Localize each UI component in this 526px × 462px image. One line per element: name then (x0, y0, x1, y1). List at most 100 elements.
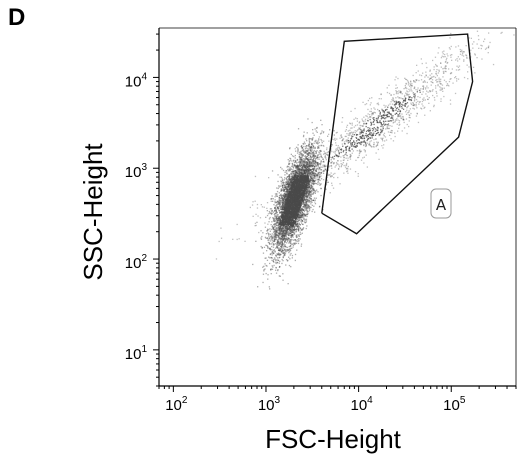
data-point (308, 181, 310, 183)
data-point (306, 199, 309, 201)
data-point (304, 172, 306, 174)
data-point (305, 166, 307, 168)
data-point (260, 245, 262, 248)
data-point (284, 216, 286, 218)
data-point (317, 163, 319, 165)
data-point (300, 158, 302, 160)
data-point (295, 239, 297, 241)
data-point (297, 215, 300, 217)
data-point (300, 164, 303, 166)
data-point (296, 210, 298, 212)
data-point (282, 208, 284, 210)
data-point (298, 167, 300, 169)
data-point (300, 171, 302, 173)
data-point (274, 201, 277, 203)
data-point (317, 142, 319, 144)
data-point (288, 189, 290, 191)
data-point (276, 259, 278, 261)
data-point (313, 154, 315, 156)
data-point (288, 205, 290, 207)
data-point (288, 227, 290, 229)
data-point (291, 177, 293, 179)
data-point (282, 273, 284, 275)
data-point (282, 227, 285, 230)
data-point (284, 230, 286, 232)
data-point (268, 242, 270, 244)
data-point (297, 218, 299, 220)
data-point (284, 232, 287, 234)
data-point (297, 172, 299, 174)
data-point (292, 167, 295, 169)
data-point (308, 181, 310, 183)
data-point (286, 231, 288, 234)
data-point (298, 167, 300, 169)
data-point (282, 235, 284, 237)
data-point (263, 269, 265, 271)
data-point (273, 223, 276, 225)
data-point (269, 230, 271, 232)
data-point (277, 200, 279, 203)
data-point (306, 196, 308, 198)
data-point (285, 222, 287, 224)
data-point (291, 243, 293, 245)
data-point (297, 166, 299, 168)
data-point (283, 243, 285, 245)
data-point (296, 167, 298, 169)
data-point (299, 211, 302, 213)
data-point (294, 183, 297, 185)
data-point (282, 205, 284, 207)
data-point (306, 188, 308, 190)
data-point (300, 181, 302, 183)
data-point (286, 220, 288, 223)
data-point (320, 153, 322, 155)
data-point (305, 202, 307, 204)
data-point (300, 215, 302, 217)
data-point (290, 181, 292, 184)
data-point (285, 201, 287, 203)
data-point (295, 225, 297, 227)
data-point (294, 181, 296, 183)
data-point (269, 233, 272, 235)
data-point (278, 207, 280, 210)
data-point (297, 197, 299, 199)
data-point (281, 251, 283, 253)
data-point (292, 189, 295, 191)
data-point (277, 202, 280, 204)
data-point (276, 242, 278, 245)
data-point (274, 230, 277, 232)
data-point (279, 227, 282, 230)
data-point (304, 171, 306, 174)
data-point (317, 140, 319, 142)
data-point (309, 146, 311, 148)
data-point (305, 170, 307, 172)
data-point (304, 193, 306, 195)
data-point (294, 243, 296, 245)
data-point (272, 200, 274, 202)
data-point (297, 148, 299, 150)
data-point (279, 226, 281, 228)
data-point (297, 187, 299, 189)
data-point (292, 228, 294, 231)
data-point (271, 259, 273, 261)
data-point (303, 172, 306, 175)
data-point (267, 232, 269, 234)
data-point (291, 214, 294, 217)
data-point (280, 246, 282, 248)
data-point (285, 232, 287, 234)
data-point (302, 164, 304, 166)
data-point (280, 241, 282, 243)
data-point (263, 246, 266, 248)
data-point (286, 229, 288, 231)
data-point (286, 238, 288, 240)
data-point (290, 234, 292, 237)
data-point (275, 209, 277, 211)
data-point (289, 207, 291, 209)
data-point (291, 179, 294, 181)
data-point (276, 234, 278, 236)
data-point (301, 162, 303, 165)
data-point (303, 221, 306, 223)
data-point (309, 172, 312, 174)
data-point (298, 179, 300, 182)
data-point (279, 230, 281, 232)
data-point (308, 170, 310, 172)
